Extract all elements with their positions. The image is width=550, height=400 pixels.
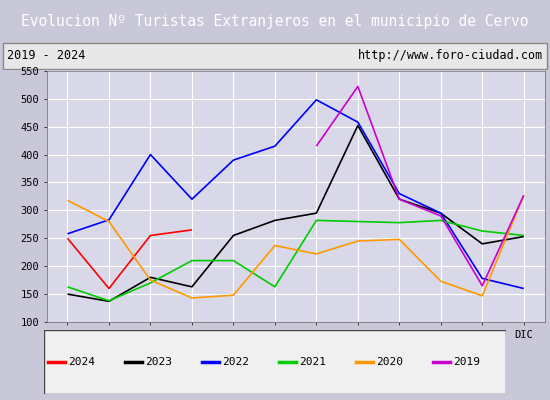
2021 [106,298,112,303]
2024 [64,236,71,241]
2021 [355,219,361,224]
2023 [479,242,486,246]
2022 [520,286,527,291]
2019 [313,144,320,148]
2021 [64,284,71,289]
2022 [189,197,195,202]
2020 [313,252,320,256]
2020 [520,193,527,198]
2021 [396,220,403,225]
2020 [396,237,403,242]
2021 [520,233,527,238]
2023 [189,284,195,289]
2024 [106,286,112,291]
2021 [230,258,236,263]
2020 [437,279,444,284]
2021 [272,284,278,289]
2022 [106,218,112,222]
2020 [106,219,112,224]
2023 [272,218,278,223]
2023 [106,299,112,304]
Line: 2024: 2024 [68,230,192,288]
2022 [64,232,71,236]
2022 [230,158,236,162]
2022 [479,276,486,281]
2022 [437,211,444,216]
Line: 2022: 2022 [68,100,524,288]
2023 [437,211,444,216]
Text: 2023: 2023 [145,357,172,367]
FancyBboxPatch shape [44,330,506,394]
Text: 2022: 2022 [222,357,249,367]
2019 [437,214,444,218]
FancyBboxPatch shape [3,43,547,68]
Text: Evolucion Nº Turistas Extranjeros en el municipio de Cervo: Evolucion Nº Turistas Extranjeros en el … [21,14,529,29]
2020 [64,198,71,203]
Line: 2023: 2023 [68,126,524,301]
2022 [272,144,278,148]
Text: 2019 - 2024: 2019 - 2024 [7,49,85,62]
2022 [355,120,361,124]
2021 [437,218,444,223]
2023 [64,292,71,296]
2020 [230,293,236,298]
2020 [147,278,154,282]
2023 [520,234,527,239]
2020 [189,296,195,300]
Text: http://www.foro-ciudad.com: http://www.foro-ciudad.com [358,49,543,62]
2022 [147,152,154,157]
Text: 2021: 2021 [299,357,326,367]
Text: 2024: 2024 [68,357,95,367]
2023 [147,275,154,280]
2019 [520,193,527,198]
2021 [147,280,154,285]
2022 [396,191,403,196]
2021 [313,218,320,223]
2020 [479,293,486,298]
Text: 2020: 2020 [376,357,403,367]
Text: 2019: 2019 [453,357,480,367]
2023 [313,211,320,216]
Line: 2020: 2020 [68,195,524,298]
2021 [189,258,195,263]
2020 [355,239,361,244]
2019 [355,84,361,89]
2024 [189,228,195,232]
Line: 2019: 2019 [316,86,524,286]
2019 [479,283,486,288]
2019 [396,197,403,202]
2023 [230,233,236,238]
Line: 2021: 2021 [68,220,524,301]
2023 [355,123,361,128]
2024 [147,233,154,238]
2023 [396,197,403,202]
2021 [479,229,486,234]
2022 [313,98,320,102]
2020 [272,243,278,248]
